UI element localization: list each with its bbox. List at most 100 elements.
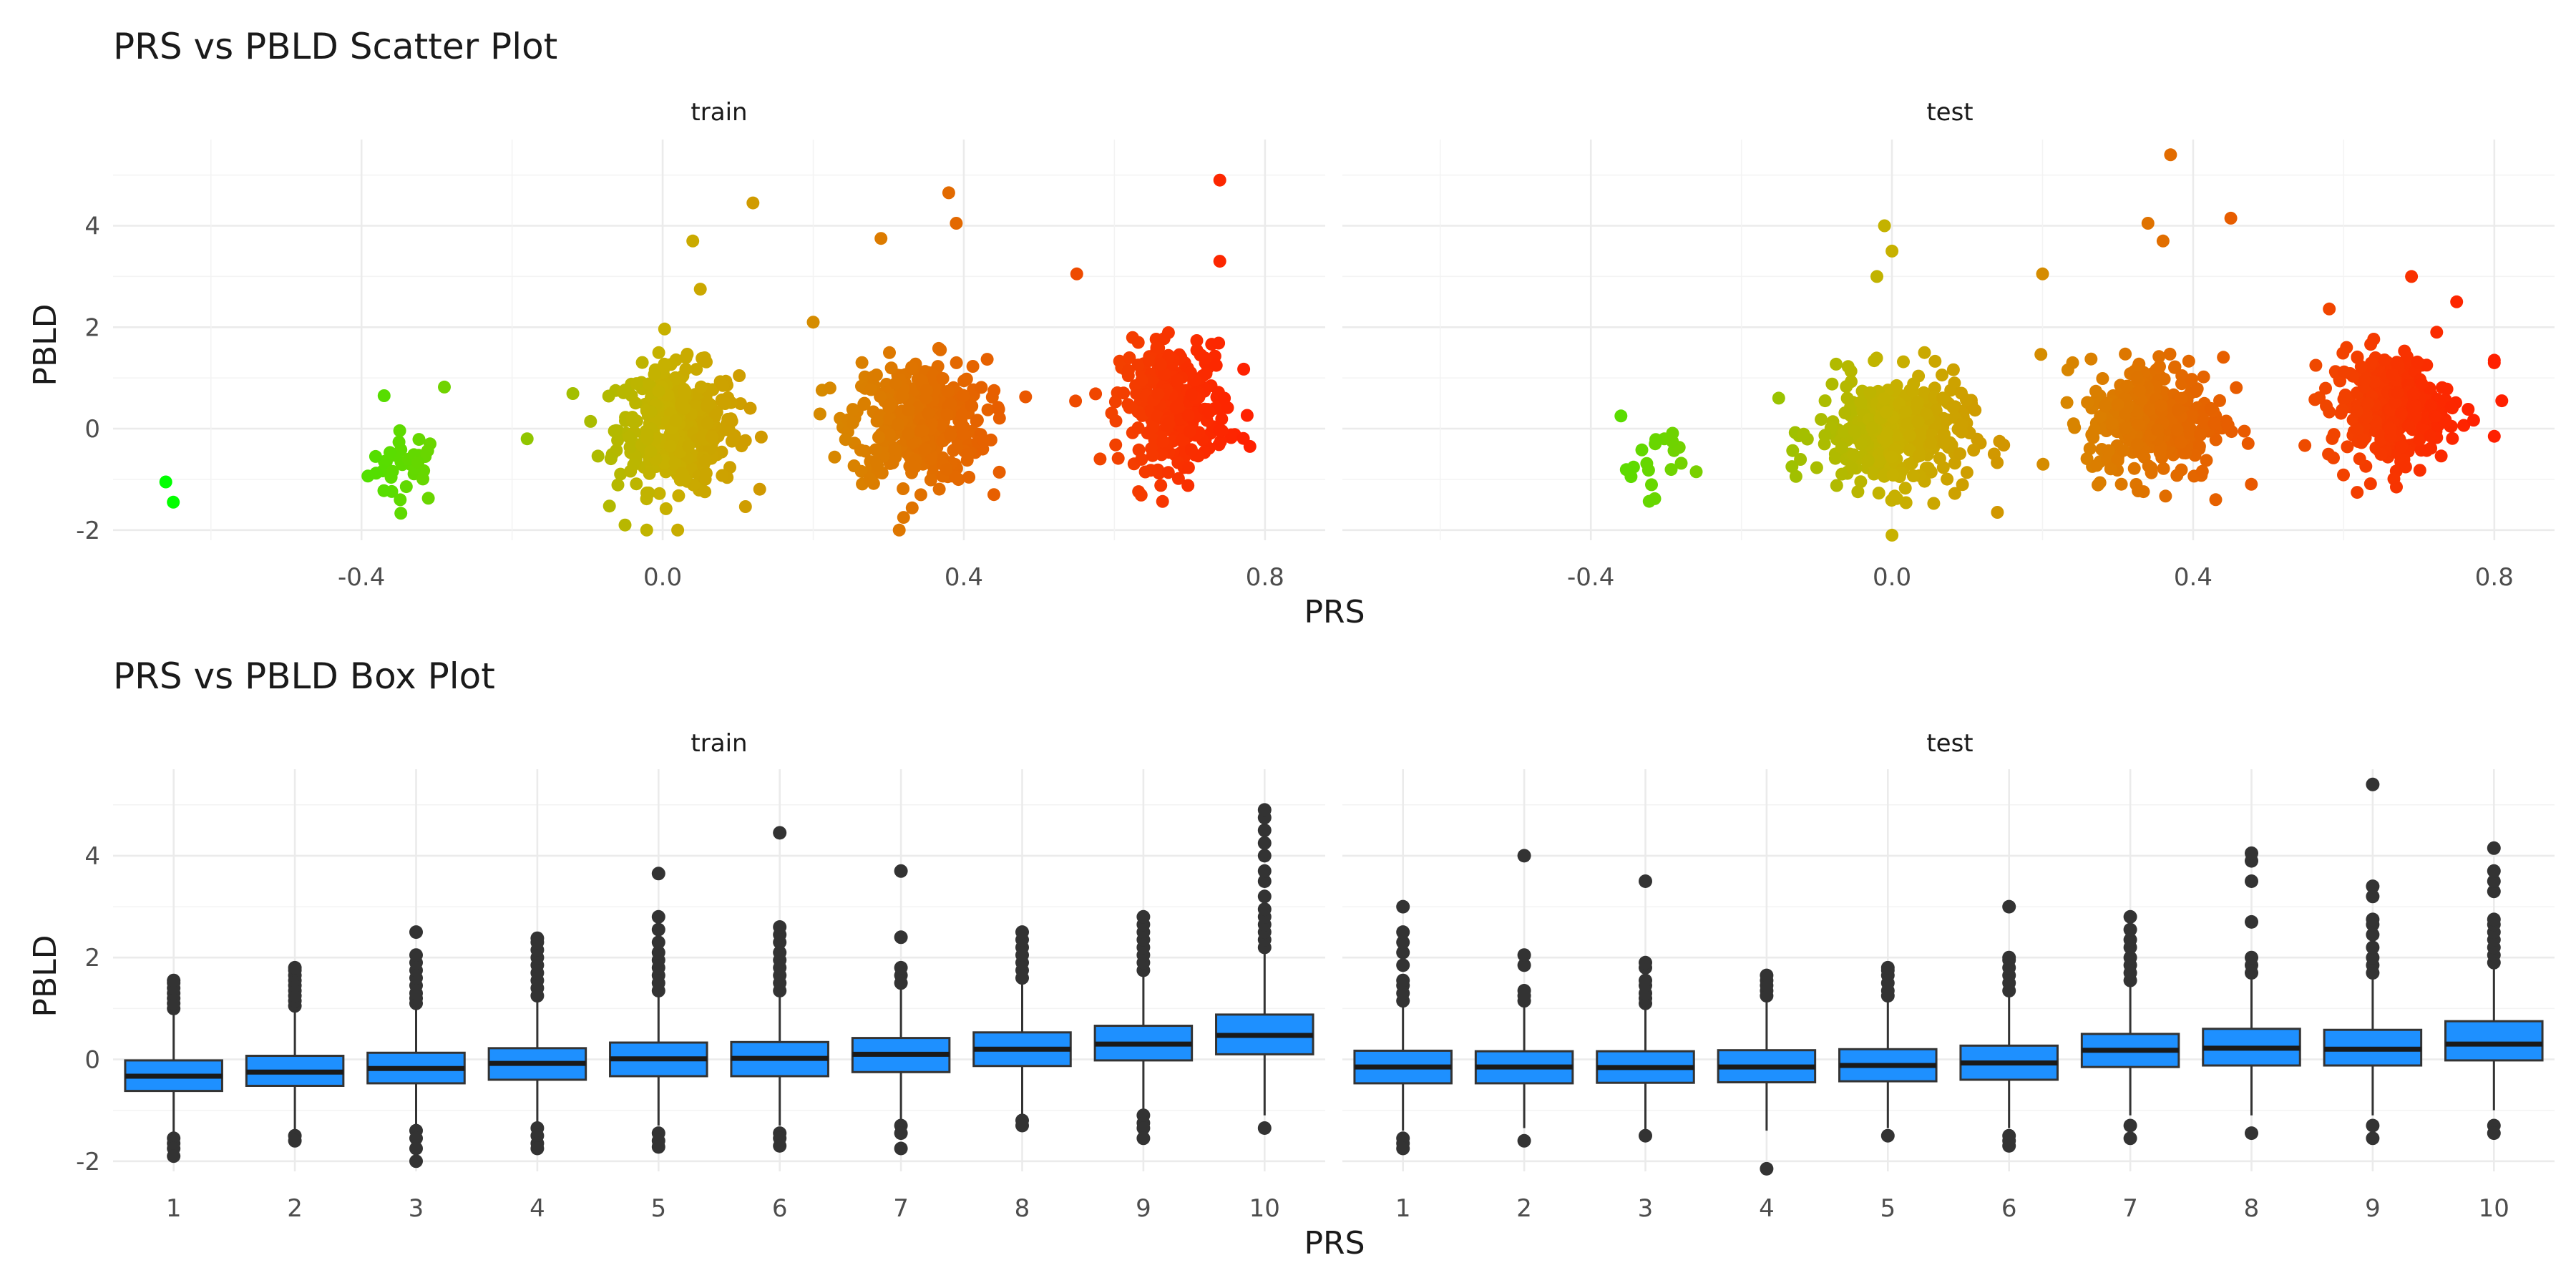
- scatter-point: [2067, 417, 2080, 431]
- scatter-x-tick-label: 0.8: [1246, 563, 1284, 592]
- scatter-point: [644, 405, 658, 419]
- scatter-point: [1835, 467, 1849, 481]
- scatter-point: [644, 444, 658, 458]
- scatter-point: [1151, 387, 1165, 401]
- scatter-point: [635, 356, 649, 369]
- box-outlier: [894, 960, 908, 975]
- scatter-point: [1938, 428, 1951, 441]
- scatter-point: [1956, 478, 1969, 492]
- scatter-point: [2066, 356, 2079, 369]
- scatter-point: [2336, 404, 2349, 416]
- scatter-x-tick-label: 0.8: [2475, 563, 2514, 592]
- scatter-point: [746, 196, 760, 210]
- box-x-tick-label: 5: [650, 1194, 666, 1223]
- scatter-point: [2141, 217, 2155, 230]
- scatter-point: [1912, 449, 1926, 463]
- scatter-point: [847, 459, 861, 472]
- box-outlier: [2245, 846, 2258, 860]
- box-outlier: [651, 909, 665, 924]
- scatter-point: [698, 454, 712, 468]
- box-outlier: [1517, 958, 1531, 972]
- scatter-point: [2438, 415, 2451, 429]
- scatter-point: [2213, 394, 2226, 407]
- box-outlier: [2487, 884, 2501, 899]
- scatter-point: [2190, 382, 2204, 396]
- scatter-point: [1911, 415, 1925, 429]
- scatter-x-tick-label: 0.0: [1873, 563, 1911, 592]
- scatter-point: [940, 463, 953, 477]
- box-x-tick-label: 4: [1759, 1194, 1775, 1223]
- box-outlier: [1136, 909, 1151, 924]
- scatter-point: [2098, 399, 2112, 413]
- scatter-point: [602, 499, 616, 513]
- scatter-point: [1185, 388, 1199, 401]
- scatter-point: [2389, 396, 2402, 409]
- scatter-point: [1131, 421, 1145, 434]
- scatter-point: [2391, 357, 2404, 370]
- scatter-x-axis-title: PRS: [1304, 594, 1365, 630]
- scatter-point: [1991, 456, 2004, 469]
- scatter-point: [1948, 457, 1961, 470]
- scatter-point: [1214, 434, 1227, 448]
- scatter-point: [1161, 326, 1175, 339]
- scatter-point: [377, 389, 391, 402]
- scatter-point: [1840, 380, 1853, 394]
- box-outlier: [2245, 914, 2258, 929]
- box-outlier: [1257, 849, 1272, 863]
- scatter-point: [1212, 336, 1226, 350]
- scatter-point: [2209, 433, 2223, 447]
- scatter-point: [2036, 267, 2049, 280]
- scatter-point: [2132, 418, 2145, 431]
- scatter-point: [1183, 425, 1196, 439]
- box-2: [1474, 849, 1574, 1148]
- scatter-point: [1924, 436, 1938, 449]
- scatter-point: [1105, 406, 1118, 420]
- scatter-point: [2230, 381, 2243, 394]
- scatter-point: [2405, 270, 2419, 283]
- scatter-point: [1213, 173, 1226, 187]
- box-outlier: [1760, 1161, 1774, 1176]
- scatter-point: [2398, 344, 2411, 358]
- box-y-tick-label: 2: [84, 944, 100, 972]
- scatter-point: [1936, 391, 1950, 405]
- scatter-point: [1069, 394, 1083, 408]
- scatter-point: [2172, 403, 2185, 416]
- box-outlier: [2366, 927, 2380, 942]
- scatter-point: [2364, 338, 2378, 351]
- scatter-point: [1903, 443, 1916, 457]
- scatter-point: [680, 348, 694, 361]
- box-outlier: [530, 1141, 545, 1156]
- scatter-point: [672, 489, 686, 502]
- scatter-point: [659, 502, 673, 515]
- box-x-tick-label: 2: [287, 1194, 303, 1223]
- box-outlier: [894, 864, 908, 878]
- scatter-point: [2424, 399, 2438, 413]
- scatter-point: [1184, 443, 1198, 457]
- scatter-point: [384, 471, 398, 484]
- box-outlier: [773, 826, 787, 840]
- scatter-point: [1181, 479, 1195, 492]
- scatter-point: [2151, 423, 2165, 436]
- scatter-point: [2174, 436, 2187, 449]
- box-outlier: [1257, 803, 1272, 817]
- scatter-point: [2170, 423, 2184, 436]
- scatter-point: [608, 424, 621, 438]
- scatter-point: [905, 361, 919, 374]
- scatter-point: [1854, 396, 1868, 409]
- scatter-point: [828, 450, 841, 464]
- box-outlier: [1396, 1141, 1410, 1156]
- scatter-point: [393, 424, 406, 437]
- scatter-point: [602, 389, 615, 403]
- scatter-point: [591, 449, 605, 463]
- scatter-point: [908, 460, 922, 474]
- box-outlier: [409, 1131, 423, 1146]
- scatter-point: [2320, 399, 2333, 413]
- box-outlier: [2366, 879, 2380, 894]
- scatter-point: [2102, 444, 2115, 457]
- scatter-point: [1019, 390, 1033, 404]
- scatter-point: [1146, 421, 1159, 434]
- scatter-x-tick-label: 0.4: [945, 563, 983, 592]
- scatter-point: [1138, 465, 1152, 479]
- scatter-point: [1125, 400, 1138, 414]
